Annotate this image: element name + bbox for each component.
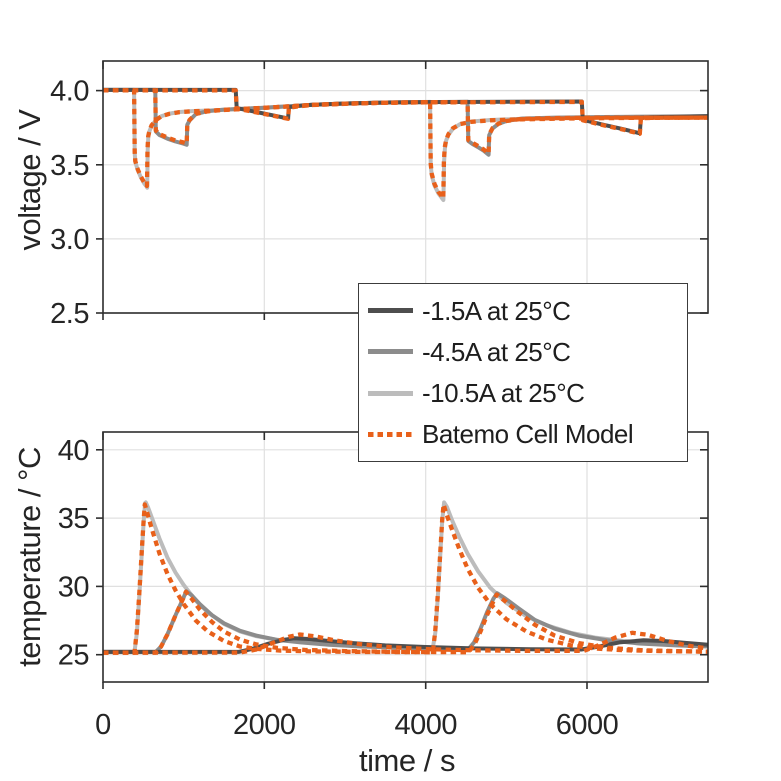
legend-item-2: -4.5A at 25°C xyxy=(359,331,687,372)
legend-label: Batemo Cell Model xyxy=(422,419,634,450)
x-tick-label: 4000 xyxy=(394,709,457,741)
series-batemo-model--10.5A xyxy=(103,88,709,201)
voltage-plot: 2.5 3.0 3.5 4.0 xyxy=(50,60,709,330)
series-batemo-model--4.5A xyxy=(103,88,708,156)
y-tick-label: 30 xyxy=(58,571,89,603)
solid-line-swatch xyxy=(368,308,413,314)
legend-item-1: -1.5A at 25°C xyxy=(359,290,687,331)
temperature-plot: 25 30 35 40 0 2000 4000 6000 xyxy=(58,431,709,741)
legend-label: -10.5A at 25°C xyxy=(422,378,585,409)
y-tick-label: 25 xyxy=(58,640,89,672)
y-tick-label: 3.5 xyxy=(50,150,89,182)
temperature-y-axis-label: temperature / °C xyxy=(12,447,47,667)
series-batemo-model--10.5A xyxy=(103,502,709,655)
legend: -1.5A at 25°C -4.5A at 25°C -10.5A at 25°C… xyxy=(358,283,688,462)
y-tick-label: 40 xyxy=(58,435,89,467)
solid-line-swatch xyxy=(368,390,413,396)
y-tick-label: 2.5 xyxy=(50,298,89,330)
legend-label: -4.5A at 25°C xyxy=(422,336,571,367)
voltage-axes-frame xyxy=(102,60,709,314)
legend-item-4: Batemo Cell Model xyxy=(359,414,687,455)
y-tick-label: 3.0 xyxy=(50,224,89,256)
voltage-y-axis-label: voltage / V xyxy=(12,109,47,251)
x-tick-label: 2000 xyxy=(233,709,296,741)
time-x-axis-label: time / s xyxy=(359,743,455,778)
y-tick-label: 35 xyxy=(58,503,89,535)
x-tick-label: 6000 xyxy=(556,709,619,741)
legend-item-3: -10.5A at 25°C xyxy=(359,373,687,414)
dotted-line-swatch xyxy=(368,431,413,437)
legend-label: -1.5A at 25°C xyxy=(422,295,571,326)
series-measurement--10.5A-at-25C xyxy=(103,500,709,654)
y-tick-label: 4.0 xyxy=(50,76,89,108)
series-measurement--4.5A-at-25C xyxy=(103,87,709,157)
series-measurement--10.5A-at-25C xyxy=(103,87,709,202)
x-tick-label: 0 xyxy=(95,709,111,741)
series-batemo-model--4.5A xyxy=(103,589,709,655)
series-batemo-model--1.5A xyxy=(103,88,708,136)
series-batemo-model--1.5A xyxy=(103,630,709,655)
solid-line-swatch xyxy=(368,349,413,355)
